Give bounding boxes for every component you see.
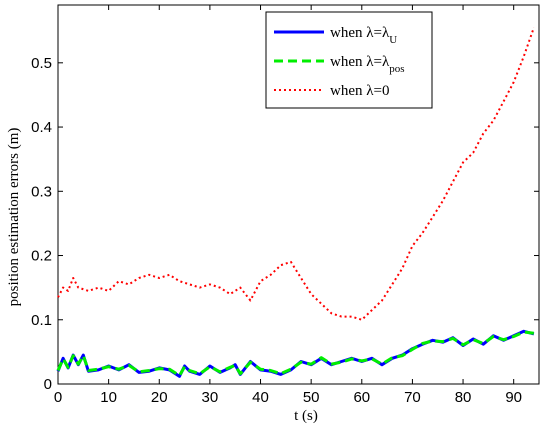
legend-label: when λ=0 [330,83,389,99]
series-layer [56,27,535,378]
x-tick-label: 20 [151,389,168,406]
x-tick-label: 90 [505,389,522,406]
y-tick-label: 0 [44,376,52,393]
x-tick-label: 30 [202,389,219,406]
legend-label: when λ=λpos [330,54,405,75]
legend-subscript: pos [389,63,404,75]
y-tick-label: 0.5 [31,55,52,72]
x-tick-label: 60 [353,389,370,406]
x-axis-label: t (s) [294,408,318,424]
y-tick-label: 0.4 [31,119,52,136]
x-tick-label: 70 [404,389,421,406]
legend-label: when λ=λU [330,25,397,46]
y-tick-label: 0.1 [31,312,52,329]
x-tick-label: 80 [455,389,472,406]
x-tick-label: 50 [303,389,320,406]
x-tick-label: 10 [100,389,117,406]
legend: when λ=λU when λ=λpos when λ=0 [265,11,433,109]
x-tick-label: 0 [54,389,62,406]
y-tick-label: 0.2 [31,248,52,265]
x-tick-label: 40 [252,389,269,406]
ticks-layer: 0 10 20 30 40 50 60 70 80 90 0 0.1 0.2 0.3 0.4 0.5 [31,5,539,406]
y-axis-label: position estimation errors (m) [6,128,22,307]
y-tick-label: 0.3 [31,183,52,200]
series-line-2 [56,330,535,378]
legend-subscript: U [389,34,397,46]
series-line-3 [57,27,535,321]
